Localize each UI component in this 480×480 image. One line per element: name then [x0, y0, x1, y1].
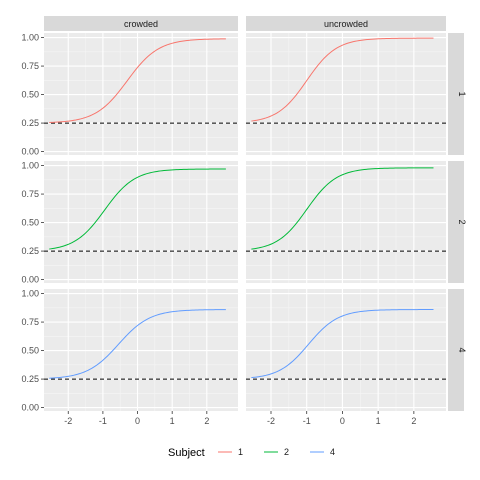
strip-crowded: [44, 16, 238, 31]
curve-subject-2: [49, 168, 226, 250]
y-tick-label: 1.00: [21, 289, 39, 299]
x-tick-label: 1: [170, 416, 175, 426]
y-tick-label: 0.75: [21, 61, 39, 71]
curve-subject-1: [251, 37, 434, 122]
y-tick-label: 0.25: [21, 246, 39, 256]
x-tick-label: -2: [64, 416, 72, 426]
y-tick-label: 1.00: [21, 161, 39, 171]
strip-row-label-4: 4: [457, 347, 467, 352]
panel-bg: [44, 161, 238, 283]
strip-uncrowded: [246, 16, 446, 31]
panel-bg: [246, 33, 446, 155]
legend-title: Subject: [168, 447, 205, 459]
y-tick-label: 0.75: [21, 189, 39, 199]
x-tick-label: -1: [99, 416, 107, 426]
strip-row-1: [448, 33, 464, 155]
strip-row-label-1: 1: [457, 91, 467, 96]
y-tick-label: 1.00: [21, 33, 39, 43]
curve-subject-4: [251, 309, 434, 379]
strip-row-label-2: 2: [457, 219, 467, 224]
strip-row-2: [448, 161, 464, 283]
legend-label-4: 4: [330, 447, 335, 457]
curve-subject-2: [251, 167, 434, 250]
x-tick-label: -2: [267, 416, 275, 426]
y-tick-label: 0.00: [21, 403, 39, 413]
y-tick-label: 0.75: [21, 317, 39, 327]
y-tick-label: 0.00: [21, 275, 39, 285]
curve-subject-1: [49, 38, 226, 123]
legend-label-2: 2: [284, 447, 289, 457]
y-tick-label: 0.50: [21, 346, 39, 356]
panel-bg: [246, 289, 446, 411]
curve-subject-4: [49, 309, 226, 379]
x-tick-label: 2: [411, 416, 416, 426]
strip-label-crowded: crowded: [124, 19, 158, 29]
panel-bg: [246, 161, 446, 283]
x-tick-label: 0: [135, 416, 140, 426]
x-tick-label: -1: [303, 416, 311, 426]
y-tick-label: 0.25: [21, 374, 39, 384]
y-tick-label: 0.50: [21, 218, 39, 228]
strip-label-uncrowded: uncrowded: [324, 19, 368, 29]
y-tick-label: 0.50: [21, 90, 39, 100]
panel-bg: [44, 33, 238, 155]
y-tick-label: 0.00: [21, 147, 39, 157]
legend-label-1: 1: [238, 447, 243, 457]
x-tick-label: 0: [340, 416, 345, 426]
strip-row-4: [448, 289, 464, 411]
x-tick-label: 2: [204, 416, 209, 426]
x-tick-label: 1: [376, 416, 381, 426]
panel-bg: [44, 289, 238, 411]
y-tick-label: 0.25: [21, 118, 39, 128]
